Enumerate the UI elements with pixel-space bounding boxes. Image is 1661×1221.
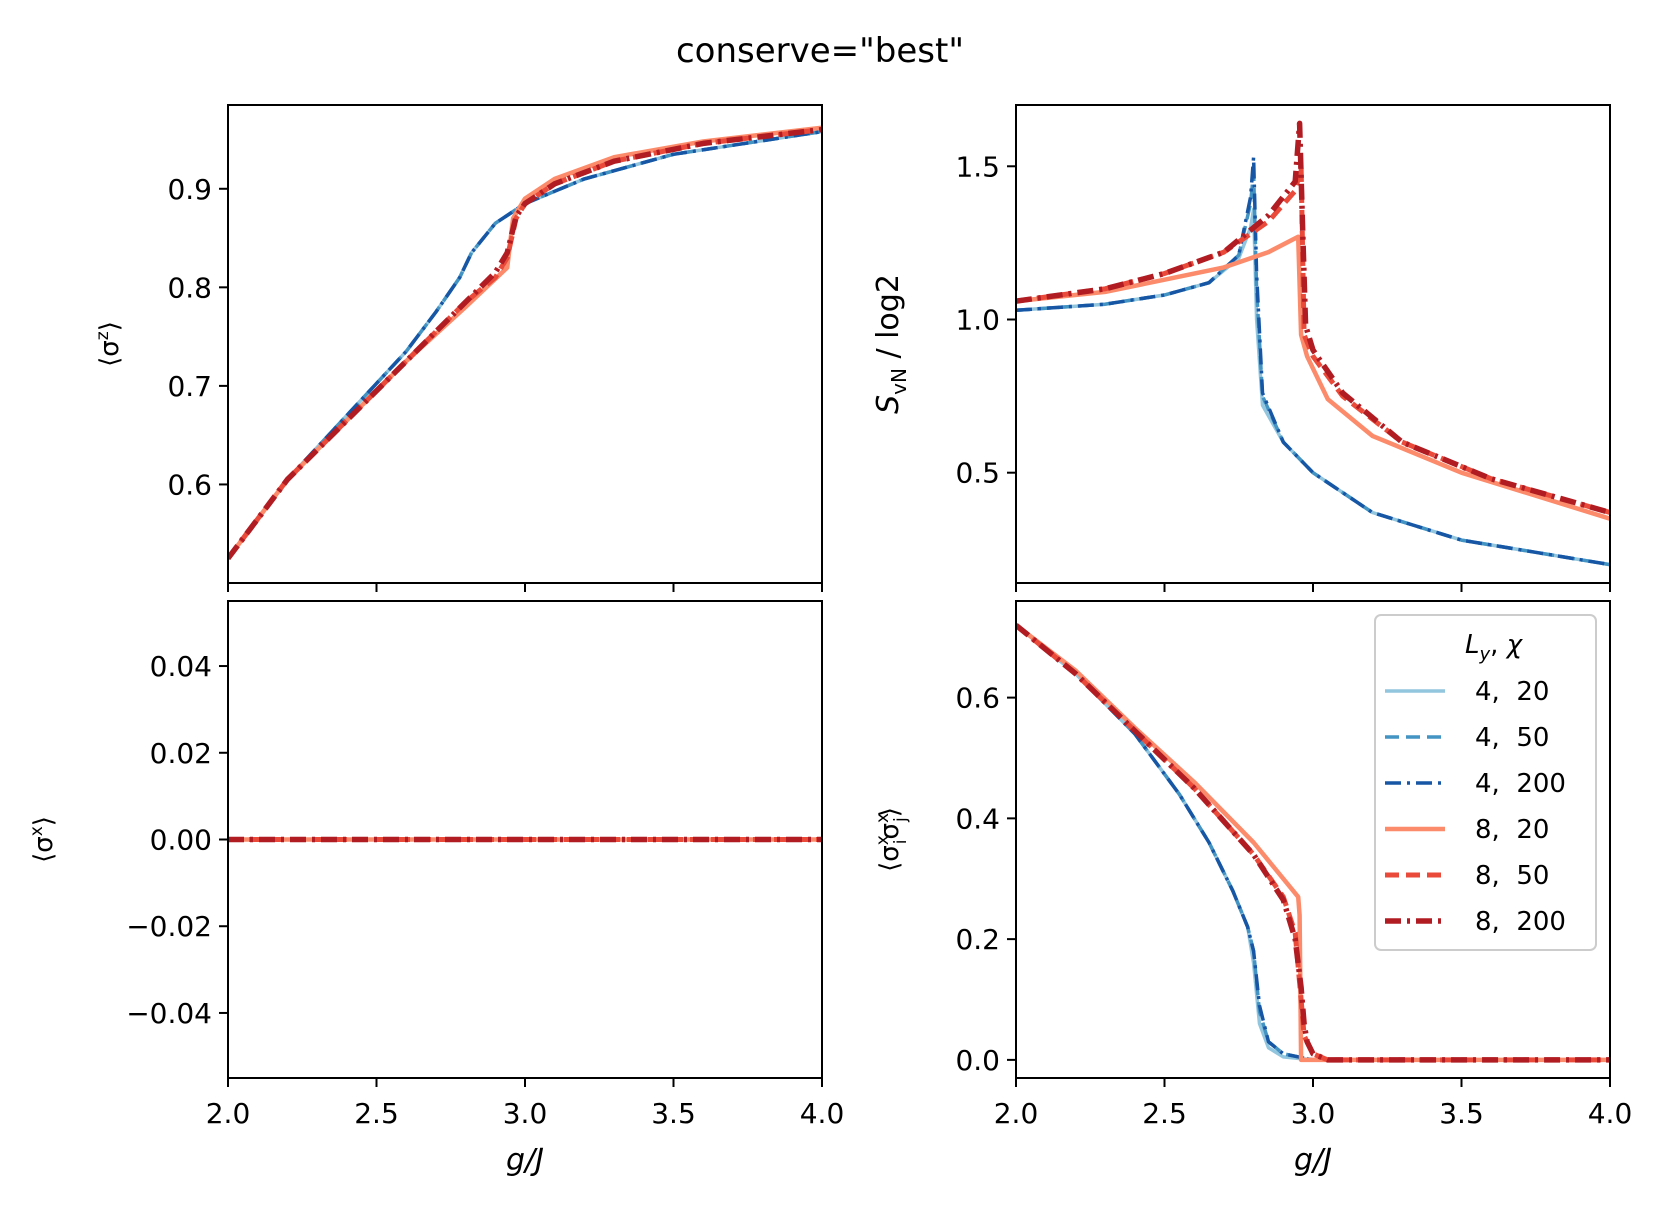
series-line-svn-4 — [1016, 163, 1610, 515]
y-axis-label-corr: ⟨σxiσxj⟩ — [873, 807, 911, 872]
series-line-sz-2 — [228, 129, 822, 560]
x-tick-label: 4.0 — [800, 1097, 845, 1130]
chart-title: conserve="best" — [676, 31, 964, 71]
y-axis-label-sx: ⟨σx⟩ — [27, 816, 59, 863]
x-tick-label: 2.0 — [994, 1097, 1039, 1130]
legend-entry-label: 4, 20 — [1475, 677, 1549, 707]
y-tick-label: 0.04 — [150, 650, 212, 683]
y-tick-label: 0.02 — [150, 737, 212, 770]
series-line-svn-5 — [1016, 120, 1610, 516]
x-tick-label: 2.5 — [1142, 1097, 1187, 1130]
series-line-corr-5 — [1016, 623, 1610, 1063]
series-line-svn-2 — [1016, 155, 1610, 567]
y-tick-label: 1.0 — [955, 303, 1000, 336]
y-tick-label: 0.6 — [955, 682, 1000, 715]
y-tick-label: 0.2 — [955, 923, 1000, 956]
legend-title: Ly, χ — [1465, 630, 1524, 665]
y-tick-label: 0.0 — [955, 1044, 1000, 1077]
x-axis-label: g/J — [506, 1143, 544, 1178]
y-tick-label: 0.5 — [955, 457, 1000, 490]
x-tick-label: 2.0 — [206, 1097, 251, 1130]
panel-svn: 0.5 1.0 1.5 SvN / log2 — [871, 104, 1611, 592]
y-tick-label: 0.8 — [167, 271, 212, 304]
x-tick-label: 2.5 — [354, 1097, 399, 1130]
y-tick-label: −0.04 — [126, 997, 212, 1030]
x-tick-label: 3.5 — [651, 1097, 696, 1130]
legend-frame — [1374, 614, 1597, 951]
series-line-corr-4 — [1016, 623, 1610, 1063]
series-line-sz-5 — [228, 126, 822, 561]
legend-entry-label: 4, 200 — [1475, 769, 1566, 799]
y-axis-label-sz: ⟨σz⟩ — [93, 321, 125, 367]
y-tick-label: 0.7 — [167, 370, 212, 403]
x-tick-label: 3.5 — [1439, 1097, 1484, 1130]
y-tick-label: 0.00 — [150, 824, 212, 857]
y-tick-label: −0.02 — [126, 910, 212, 943]
series-line-svn-3 — [1016, 234, 1610, 521]
y-tick-label: 0.4 — [955, 802, 1000, 835]
y-tick-label: 0.6 — [167, 468, 212, 501]
x-tick-label: 3.0 — [503, 1097, 548, 1130]
x-tick-label: 4.0 — [1588, 1097, 1633, 1130]
legend: Ly, χ 4, 20 4, 50 4, 200 8, 20 8, 50 8, 200 — [1374, 614, 1597, 951]
legend-entry-label: 8, 20 — [1475, 815, 1549, 845]
x-axis-label: g/J — [1294, 1143, 1332, 1178]
y-tick-label: 1.5 — [955, 150, 1000, 183]
panel-corr: 2.0 2.5 3.0 3.5 4.0 0.0 0.2 0.4 0.6 g/J ⟨σxiσxj⟩ — [873, 600, 1633, 1178]
legend-entry-label: 8, 200 — [1475, 907, 1566, 937]
x-tick-label: 3.0 — [1291, 1097, 1336, 1130]
y-axis-label-svn: SvN / log2 — [871, 274, 911, 414]
panel-sx: 2.0 2.5 3.0 3.5 4.0 −0.04 −0.02 0.00 0.02 0.04 g/J… — [27, 600, 845, 1178]
y-tick-label: 0.9 — [167, 173, 212, 206]
legend-entry-label: 8, 50 — [1475, 861, 1549, 891]
panel-sz: 0.6 0.7 0.8 0.9 ⟨σz⟩ — [93, 104, 823, 592]
legend-entry-label: 4, 50 — [1475, 723, 1549, 753]
